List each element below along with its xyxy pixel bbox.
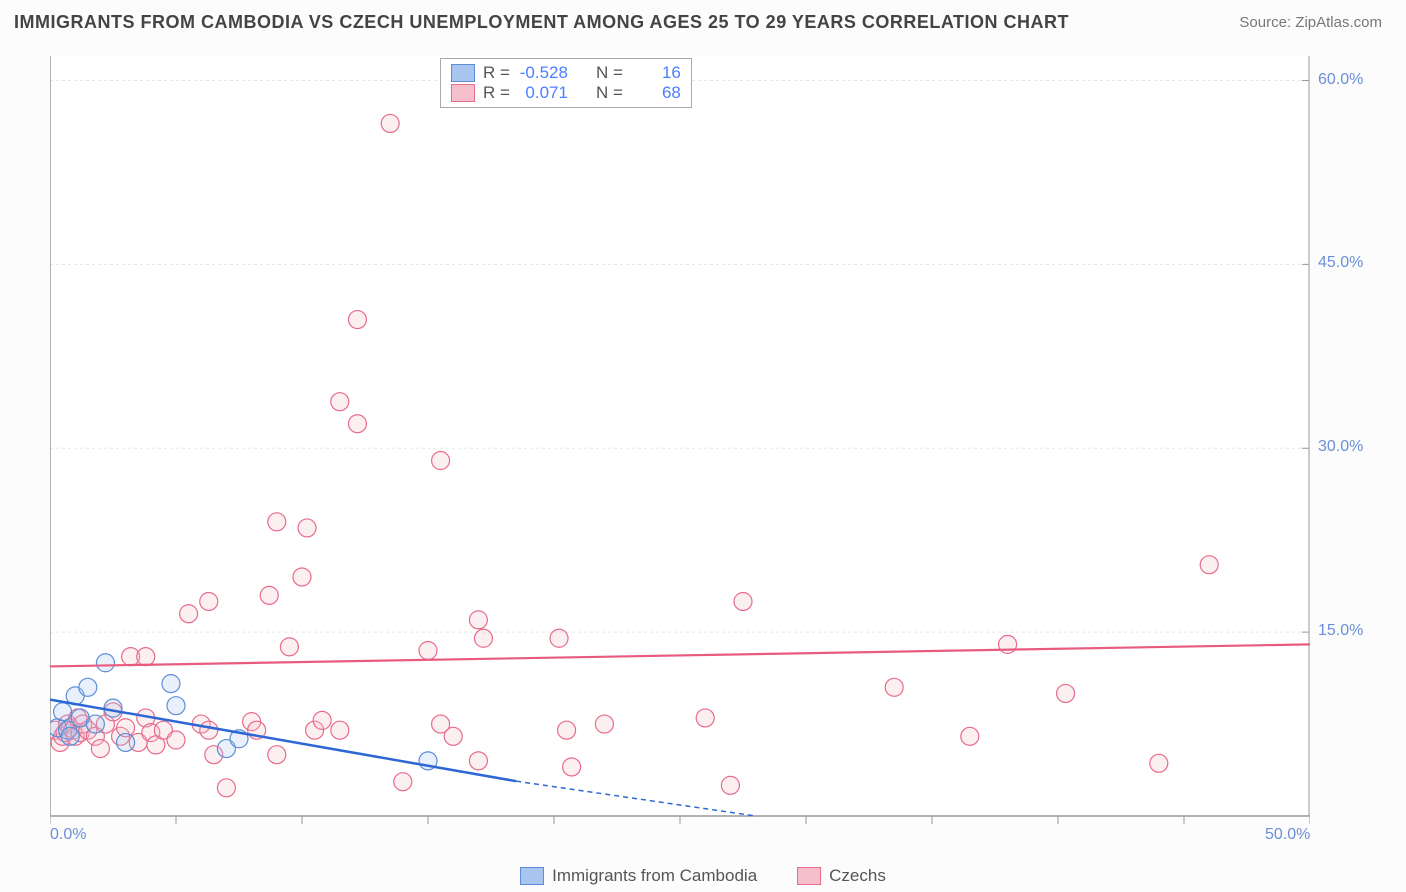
czechs-point [217,779,235,797]
source-link[interactable]: ZipAtlas.com [1295,14,1382,31]
legend-swatch [520,867,544,885]
czechs-point [885,678,903,696]
cambodia-point [167,697,185,715]
legend-row-czechs: R = 0.071 N = 68 [451,83,681,103]
czechs-point [563,758,581,776]
r-label: R = [483,83,510,103]
x-tick-label: 0.0% [50,826,86,844]
correlation-legend: R = -0.528 N = 16 R = 0.071 N = 68 [440,58,692,108]
czechs-point [268,746,286,764]
czechs-point [394,773,412,791]
series-legend: Immigrants from Cambodia Czechs [0,866,1406,886]
czechs-point [469,611,487,629]
legend-item-czechs: Czechs [797,866,886,886]
source-credit: Source: ZipAtlas.com [1239,14,1382,31]
czechs-point [595,715,613,733]
czechs-point [550,629,568,647]
legend-item-cambodia: Immigrants from Cambodia [520,866,757,886]
legend-label: Czechs [829,866,886,886]
czechs-point [268,513,286,531]
n-value: 16 [631,63,681,83]
cambodia-point [54,703,72,721]
czechs-point [331,393,349,411]
cambodia-point [61,727,79,745]
czechs-point [961,727,979,745]
scatter-chart [50,56,1310,846]
cambodia-point [162,675,180,693]
n-value: 68 [631,83,681,103]
czechs-point [381,114,399,132]
czechs-point [432,452,450,470]
legend-swatch [797,867,821,885]
czechs-point [444,727,462,745]
source-prefix: Source: [1239,14,1295,31]
n-label: N = [596,63,623,83]
y-tick-label: 60.0% [1318,71,1363,89]
czechs-point [91,740,109,758]
cambodia-point [86,715,104,733]
x-tick-label: 50.0% [1265,826,1310,844]
czechs-point [200,592,218,610]
czechs-point [348,415,366,433]
czechs-point [419,642,437,660]
czechs-point [734,592,752,610]
czechs-point [474,629,492,647]
czechs-point [260,586,278,604]
czechs-point [200,721,218,739]
y-tick-label: 30.0% [1318,438,1363,456]
czechs-point [1200,556,1218,574]
czechs-point [180,605,198,623]
czechs-point [167,731,185,749]
r-value: 0.071 [518,83,568,103]
cambodia-point [117,733,135,751]
cambodia-point [96,654,114,672]
czechs-point [1057,684,1075,702]
y-tick-label: 15.0% [1318,622,1363,640]
legend-swatch [451,64,475,82]
czechs-point [313,711,331,729]
y-tick-label: 45.0% [1318,254,1363,272]
czechs-point [137,648,155,666]
czechs-point [1150,754,1168,772]
legend-swatch [451,84,475,102]
legend-row-cambodia: R = -0.528 N = 16 [451,63,681,83]
r-value: -0.528 [518,63,568,83]
czechs-point [331,721,349,739]
chart-title: IMMIGRANTS FROM CAMBODIA VS CZECH UNEMPL… [14,12,1069,33]
czechs-point [721,776,739,794]
cambodia-point [79,678,97,696]
r-label: R = [483,63,510,83]
czechs-point [696,709,714,727]
cambodia-point [104,699,122,717]
czechs-point [298,519,316,537]
czechs-point [348,311,366,329]
czechs-point [469,752,487,770]
n-label: N = [596,83,623,103]
czechs-point [280,638,298,656]
czechs-point [558,721,576,739]
legend-label: Immigrants from Cambodia [552,866,757,886]
czechs-point [293,568,311,586]
